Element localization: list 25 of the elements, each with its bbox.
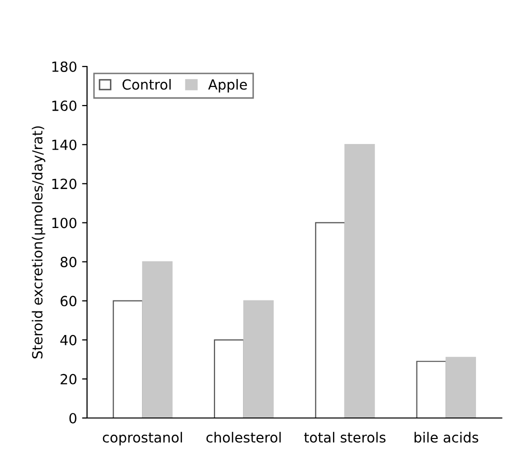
- y-tick-label: 180: [52, 61, 76, 72]
- bar: [446, 356, 476, 418]
- y-tick-label: 140: [52, 140, 76, 150]
- y-tick-label: 60: [60, 296, 76, 306]
- y-tick-label: 40: [60, 334, 76, 346]
- y-axis-title: Steroid excretion(μmoles/day/rat): [32, 126, 46, 358]
- x-tick-label: cholesterol: [206, 432, 281, 443]
- bar: [315, 222, 346, 418]
- x-tick-label: total sterols: [304, 432, 386, 443]
- y-tick-label: 160: [52, 100, 76, 112]
- bar: [344, 144, 375, 418]
- bar: [112, 300, 144, 418]
- y-tick-label: 100: [52, 218, 76, 228]
- y-tick-label: 20: [60, 374, 76, 384]
- y-tick-label: 0: [69, 412, 76, 424]
- bar: [214, 339, 244, 418]
- x-tick-label: bile acids: [414, 432, 478, 443]
- bar: [142, 261, 173, 418]
- x-tick-label: coprostanol: [102, 432, 182, 446]
- y-tick-label: 120: [52, 178, 76, 190]
- bar: [416, 360, 447, 418]
- legend-label: Apple: [208, 79, 247, 92]
- y-tick-label: 80: [60, 256, 76, 268]
- legend-label: Control: [122, 79, 171, 90]
- bar: [243, 300, 274, 418]
